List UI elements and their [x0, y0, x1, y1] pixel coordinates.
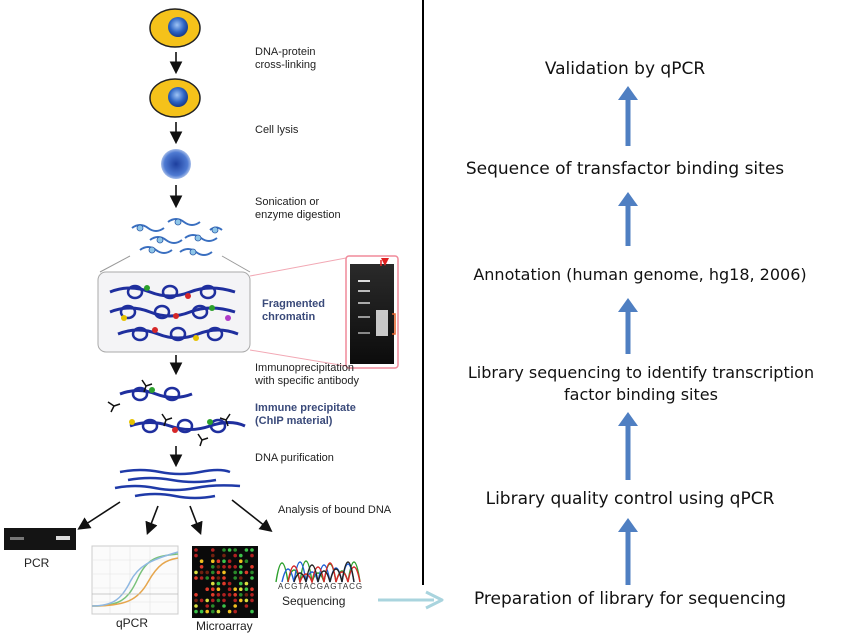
step-label-fragmented-chromatin: Fragmented chromatin	[262, 298, 325, 323]
arrow-right-icon	[378, 590, 444, 610]
step-library-sequencing: Library sequencing to identify transcrip…	[467, 363, 815, 404]
antibody-icon	[119, 389, 246, 431]
arrow-up-icon	[618, 192, 638, 246]
arrow-up-icon	[618, 412, 638, 480]
nucleus-icon	[161, 149, 191, 179]
arrow-up-icon	[618, 86, 638, 146]
arrow-branch-pcr	[77, 501, 121, 530]
step-label-sonication: Sonication or enzyme digestion	[255, 196, 341, 221]
step-label-cell-lysis: Cell lysis	[255, 124, 299, 136]
chromatogram-icon	[275, 560, 361, 585]
step-label-crosslinking: DNA-protein cross-linking	[255, 46, 317, 71]
step-label-immune-precipitate: Immune precipitate (ChIP material)	[255, 402, 356, 427]
cell-icon	[149, 78, 201, 118]
pcr-gel-icon	[4, 528, 76, 550]
step-annotation: Annotation (human genome, hg18, 2006)	[473, 265, 807, 284]
arrow-branch-microarray	[189, 505, 203, 535]
step-label-immunoprecipitation: Immunoprecipitation with specific antibod…	[255, 362, 359, 387]
output-label-qpcr: qPCR	[116, 616, 149, 630]
purified-dna-icon	[114, 468, 241, 500]
arrow-up-icon	[618, 518, 638, 585]
arrow-up-icon	[618, 298, 638, 354]
output-label-sequencing: Sequencing	[282, 594, 346, 608]
arrow-branch-sequencing	[231, 499, 273, 532]
output-label-microarray: Microarray	[196, 619, 253, 633]
sequencing-bases: ACGTACGAGTACG	[278, 582, 364, 591]
microarray-icon	[192, 546, 258, 618]
arrow-branch-qpcr	[145, 505, 159, 535]
output-label-pcr: PCR	[24, 556, 50, 570]
step-label-analysis: Analysis of bound DNA	[278, 504, 392, 516]
step-validation: Validation by qPCR	[544, 59, 706, 79]
qpcr-plot-icon	[91, 545, 179, 615]
flow-arrows	[618, 86, 638, 585]
step-quality-control: Library quality control using qPCR	[485, 489, 775, 509]
step-library-preparation: Preparation of library for sequencing	[473, 589, 787, 609]
cell-icon	[149, 8, 201, 48]
step-sequence-binding-sites: Sequence of transfactor binding sites	[465, 159, 785, 179]
chromatin-box	[97, 271, 251, 353]
step-label-dna-purification: DNA purification	[255, 452, 334, 464]
